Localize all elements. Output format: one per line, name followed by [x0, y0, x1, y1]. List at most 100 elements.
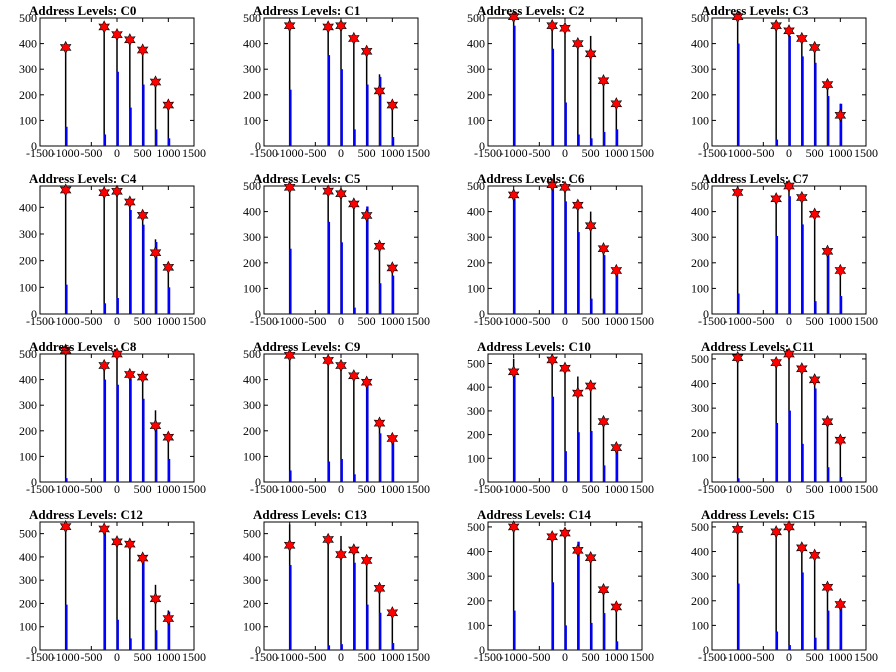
y-tick-label: 100	[467, 618, 485, 632]
y-tick-label: 300	[19, 398, 37, 412]
x-tick-label: 1000	[604, 650, 628, 664]
red-star-marker	[59, 343, 72, 357]
x-tick-label: 500	[806, 650, 824, 664]
y-tick-label: 200	[691, 426, 709, 440]
red-star-marker	[111, 27, 123, 42]
x-tick-label: -1000	[276, 314, 304, 328]
x-tick-label: 1000	[156, 146, 180, 160]
blue-bar	[827, 96, 830, 146]
black-bar	[288, 25, 291, 146]
black-bar	[839, 440, 842, 482]
x-tick-label: -500	[80, 482, 102, 496]
y-tick-label: 200	[467, 594, 485, 608]
chart-panel: 0 100 200 300 400 500 -1500 -1000 -500 0 500 1000 15…	[224, 168, 448, 336]
y-tick-label: 500	[19, 347, 37, 361]
chart-panel: 0 100 200 300 400 500 -1500 -1000 -500 0 500 1000 15…	[224, 0, 448, 168]
y-tick-label: 100	[691, 281, 709, 295]
y-tick-label: 100	[243, 113, 261, 127]
red-star-marker	[559, 21, 571, 35]
x-tick-label: -500	[80, 650, 102, 664]
x-tick-label: -1000	[276, 482, 304, 496]
blue-bar	[615, 641, 619, 650]
black-bar	[154, 584, 157, 650]
x-tick-label: 1000	[380, 314, 404, 328]
red-star-marker	[283, 348, 296, 362]
x-tick-label: 500	[134, 314, 152, 328]
red-star-marker	[162, 98, 175, 112]
black-bar	[577, 41, 579, 146]
red-star-marker	[796, 362, 808, 376]
red-star-marker	[546, 178, 558, 192]
red-star-marker	[808, 40, 821, 55]
blue-bar	[564, 201, 567, 314]
black-bar	[327, 359, 329, 482]
red-star-marker	[770, 525, 782, 539]
blue-bar	[327, 221, 331, 314]
y-tick-label: 200	[243, 88, 261, 102]
blue-bar	[801, 224, 804, 314]
y-tick-label: 300	[243, 398, 261, 412]
y-tick-label: 0	[31, 643, 37, 657]
x-tick-label: -1500	[26, 314, 54, 328]
black-bar	[391, 103, 394, 146]
x-tick-label: 500	[582, 146, 600, 160]
black-bar	[577, 376, 579, 482]
red-star-marker	[111, 535, 123, 549]
x-tick-label: -1000	[500, 314, 528, 328]
red-star-marker	[124, 537, 136, 551]
x-tick-label: 0	[562, 146, 568, 160]
x-tick-label: -1500	[474, 146, 502, 160]
y-tick-label: 400	[467, 545, 485, 559]
red-star-marker	[322, 353, 334, 368]
chart-title: Address Levels: C12	[29, 507, 143, 522]
blue-bar	[289, 248, 292, 314]
chart-svg: 0 100 200 300 400 500 -1500-1000 -500 0 500 1000 15…	[243, 11, 430, 160]
blue-bar	[551, 48, 555, 146]
blue-bar	[366, 206, 369, 314]
red-star-marker	[348, 197, 360, 211]
red-star-marker	[597, 74, 610, 88]
x-tick-label: -1500	[698, 650, 726, 664]
x-tick-label: 1500	[182, 650, 206, 664]
blue-bar	[366, 383, 369, 482]
y-tick-label: 0	[31, 475, 37, 489]
chart-title: Address Levels: C9	[253, 339, 361, 354]
blue-bar	[129, 107, 132, 146]
x-tick-label: 500	[582, 314, 600, 328]
x-tick-label: 0	[338, 482, 344, 496]
x-tick-label: -1500	[698, 146, 726, 160]
blue-bar	[116, 298, 119, 314]
red-star-marker	[373, 84, 386, 98]
x-tick-label: 0	[114, 314, 120, 328]
chart-svg: 0 100 200 300 400 500 -1500-1000 -500 0 500 1000 15…	[691, 10, 878, 160]
black-bar	[813, 552, 816, 650]
blue-bar	[551, 396, 555, 482]
x-tick-label: -1000	[276, 650, 304, 664]
red-star-marker	[283, 180, 296, 194]
x-tick-label: 500	[582, 482, 600, 496]
x-tick-label: 1500	[630, 314, 654, 328]
y-tick-label: 300	[19, 62, 37, 76]
x-tick-label: -1000	[500, 146, 528, 160]
y-tick-label: 500	[467, 179, 485, 193]
y-tick-label: 0	[255, 307, 261, 321]
red-star-marker	[834, 108, 847, 122]
x-tick-label: -1500	[250, 314, 278, 328]
blue-bar	[788, 35, 791, 146]
x-tick-label: 1000	[828, 482, 852, 496]
blue-bar	[103, 303, 107, 314]
red-star-marker	[162, 260, 175, 275]
black-bar	[103, 28, 105, 147]
y-tick-label: 0	[31, 307, 37, 321]
chart-svg: 0 100 200 300 400 500 -1500-1000 -500 0 500 1000 15…	[19, 11, 206, 160]
x-tick-label: -500	[80, 146, 102, 160]
blue-bar	[142, 561, 145, 650]
black-bar	[602, 420, 605, 482]
blue-bar	[590, 298, 593, 314]
red-star-marker	[770, 19, 782, 33]
x-tick-label: -500	[304, 146, 326, 160]
red-star-marker	[373, 239, 386, 253]
red-star-marker	[59, 183, 72, 197]
blue-bar	[603, 465, 606, 482]
blue-bar	[340, 644, 343, 650]
